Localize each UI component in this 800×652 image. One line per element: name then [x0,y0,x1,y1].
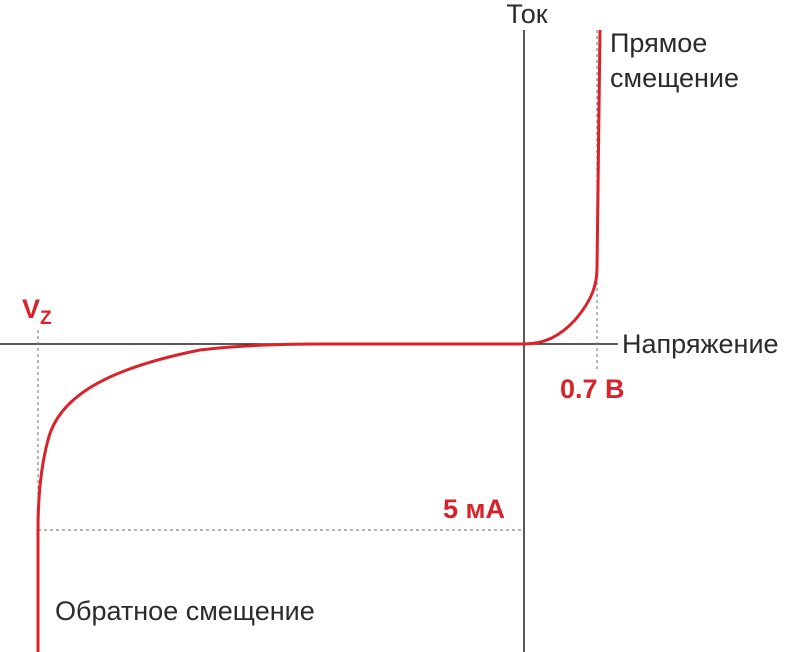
forward-label: смещение [610,63,739,93]
y-axis-label: Ток [506,0,547,29]
vz-label: VZ [22,294,52,329]
vz-sub: Z [40,308,52,329]
reverse-label: Обратное смещение [55,596,315,626]
forward-label: Прямое [610,28,707,58]
reverse-current: 5 мА [443,494,505,524]
x-axis-label: Напряжение [622,329,779,359]
guides [37,30,598,531]
forward-voltage: 0.7 В [560,374,625,404]
vz-main: V [22,294,40,324]
iv-curve [36,29,602,652]
